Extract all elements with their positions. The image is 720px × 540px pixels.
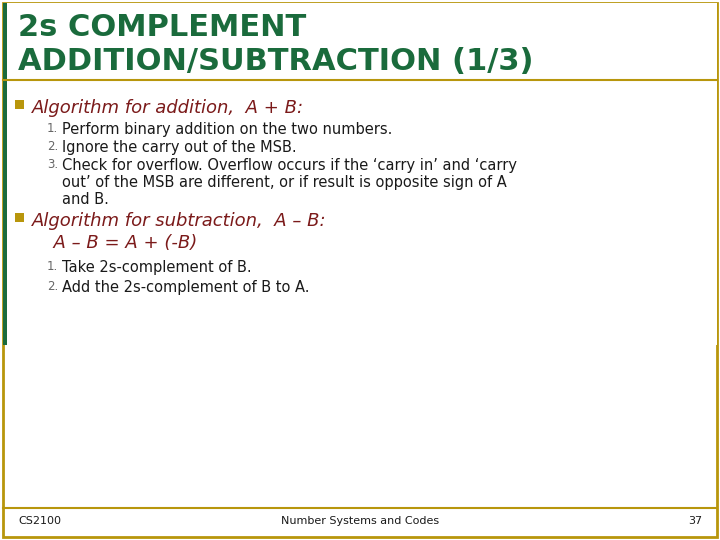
Text: Check for overflow. Overflow occurs if the ‘carry in’ and ‘carry: Check for overflow. Overflow occurs if t… bbox=[62, 158, 517, 173]
Text: A – B = A + (-B): A – B = A + (-B) bbox=[42, 234, 197, 252]
Text: 3.: 3. bbox=[47, 158, 58, 171]
Bar bbox=[7, 3, 717, 345]
Bar bbox=[15, 213, 24, 222]
Bar bbox=[15, 100, 24, 109]
Text: 2.: 2. bbox=[47, 280, 58, 293]
Text: and B.: and B. bbox=[62, 192, 109, 207]
Text: Add the 2s-complement of B to A.: Add the 2s-complement of B to A. bbox=[62, 280, 310, 295]
Text: Algorithm for subtraction,  A – B:: Algorithm for subtraction, A – B: bbox=[32, 212, 327, 230]
Text: Algorithm for addition,  A + B:: Algorithm for addition, A + B: bbox=[32, 99, 304, 117]
Text: Take 2s-complement of B.: Take 2s-complement of B. bbox=[62, 260, 251, 275]
Text: 1.: 1. bbox=[47, 122, 58, 135]
Text: 1.: 1. bbox=[47, 260, 58, 273]
Text: 2.: 2. bbox=[47, 140, 58, 153]
Text: Number Systems and Codes: Number Systems and Codes bbox=[281, 516, 439, 526]
Text: 37: 37 bbox=[688, 516, 702, 526]
Text: Perform binary addition on the two numbers.: Perform binary addition on the two numbe… bbox=[62, 122, 392, 137]
Text: out’ of the MSB are different, or if result is opposite sign of A: out’ of the MSB are different, or if res… bbox=[62, 175, 507, 190]
Text: Ignore the carry out of the MSB.: Ignore the carry out of the MSB. bbox=[62, 140, 297, 155]
Text: ADDITION/SUBTRACTION (1/3): ADDITION/SUBTRACTION (1/3) bbox=[18, 47, 534, 76]
Text: 2s COMPLEMENT: 2s COMPLEMENT bbox=[18, 13, 306, 42]
Bar bbox=[3, 3, 7, 345]
Text: CS2100: CS2100 bbox=[18, 516, 61, 526]
